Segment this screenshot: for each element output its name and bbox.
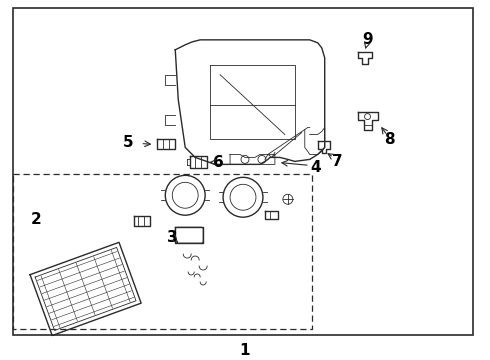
Text: 2: 2 xyxy=(30,212,41,227)
Text: 5: 5 xyxy=(123,135,134,150)
Text: 9: 9 xyxy=(362,32,373,48)
Text: 7: 7 xyxy=(332,154,343,169)
Text: 6: 6 xyxy=(213,155,223,170)
Text: 1: 1 xyxy=(240,343,250,358)
Text: 4: 4 xyxy=(311,160,321,175)
FancyBboxPatch shape xyxy=(175,227,203,243)
Text: 8: 8 xyxy=(384,132,395,147)
Text: 3: 3 xyxy=(167,230,177,244)
